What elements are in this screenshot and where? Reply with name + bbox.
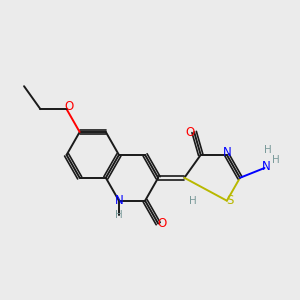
Text: N: N <box>262 160 271 172</box>
Text: N: N <box>223 146 231 159</box>
Text: H: H <box>264 145 272 155</box>
Text: H: H <box>115 210 123 220</box>
Text: H: H <box>189 196 197 206</box>
Text: O: O <box>186 125 195 139</box>
Text: H: H <box>272 155 280 165</box>
Text: S: S <box>226 194 233 207</box>
Text: N: N <box>115 194 123 207</box>
Text: O: O <box>158 217 167 230</box>
Text: O: O <box>64 100 73 113</box>
